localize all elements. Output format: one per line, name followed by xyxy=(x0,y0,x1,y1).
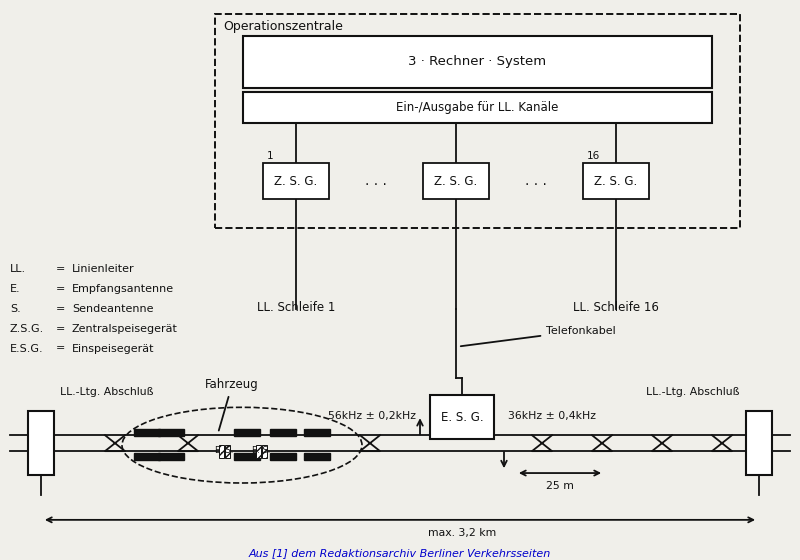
Text: E. S.: E. S. xyxy=(252,446,270,455)
Bar xyxy=(28,411,54,475)
Bar xyxy=(270,429,296,436)
Text: Aus [1] dem Redaktionsarchiv Berliner Verkehrsseiten: Aus [1] dem Redaktionsarchiv Berliner Ve… xyxy=(249,548,551,558)
Text: =: = xyxy=(56,304,66,314)
Bar xyxy=(134,453,160,460)
Text: E.S.G.: E.S.G. xyxy=(10,344,44,353)
Text: Operationszentrale: Operationszentrale xyxy=(223,20,343,33)
Text: Einspeisegerät: Einspeisegerät xyxy=(72,344,154,353)
Text: LL.: LL. xyxy=(10,264,26,274)
Text: LL. Schleife 1: LL. Schleife 1 xyxy=(257,301,335,314)
Text: LL. Schleife 16: LL. Schleife 16 xyxy=(573,301,659,314)
Text: 56kHz ± 0,2kHz: 56kHz ± 0,2kHz xyxy=(328,411,416,421)
Text: =: = xyxy=(56,284,66,294)
Text: Fahrzeug: Fahrzeug xyxy=(205,379,259,431)
Text: Linienleiter: Linienleiter xyxy=(72,264,134,274)
Bar xyxy=(304,453,330,460)
Bar xyxy=(430,395,494,439)
Text: LL.-Ltg. Abschluß: LL.-Ltg. Abschluß xyxy=(60,388,154,398)
Bar xyxy=(158,453,184,460)
Text: LL.-Ltg. Abschluß: LL.-Ltg. Abschluß xyxy=(646,388,740,398)
Text: Z. S. G.: Z. S. G. xyxy=(274,175,318,188)
Bar xyxy=(423,164,489,199)
Bar xyxy=(256,445,261,458)
Bar xyxy=(270,453,296,460)
Bar xyxy=(243,36,712,87)
Text: 3 · Rechner · System: 3 · Rechner · System xyxy=(409,55,546,68)
Text: E.: E. xyxy=(10,284,21,294)
Text: S.: S. xyxy=(10,304,21,314)
Bar xyxy=(225,445,230,458)
Text: E. S.: E. S. xyxy=(215,446,233,455)
Text: Z. S. G.: Z. S. G. xyxy=(434,175,478,188)
Text: 25 m: 25 m xyxy=(546,481,574,491)
Bar xyxy=(215,14,740,228)
Text: Empfangsantenne: Empfangsantenne xyxy=(72,284,174,294)
Bar xyxy=(158,429,184,436)
Text: =: = xyxy=(56,324,66,334)
Text: max. 3,2 km: max. 3,2 km xyxy=(428,528,496,538)
Bar xyxy=(234,429,260,436)
Text: Sendeantenne: Sendeantenne xyxy=(72,304,154,314)
Text: E. S. G.: E. S. G. xyxy=(441,411,483,424)
Bar xyxy=(262,445,267,458)
Text: Telefonkabel: Telefonkabel xyxy=(461,325,616,346)
Bar xyxy=(243,92,712,124)
Text: Zentralspeisegerät: Zentralspeisegerät xyxy=(72,324,178,334)
Text: Z. S. G.: Z. S. G. xyxy=(594,175,638,188)
Text: =: = xyxy=(56,344,66,353)
Text: Z.S.G.: Z.S.G. xyxy=(10,324,44,334)
Bar xyxy=(263,164,329,199)
Bar xyxy=(304,429,330,436)
Text: =: = xyxy=(56,264,66,274)
Text: . . .: . . . xyxy=(365,174,387,188)
Text: 1: 1 xyxy=(267,151,274,161)
Text: Ein-/Ausgabe für LL. Kanäle: Ein-/Ausgabe für LL. Kanäle xyxy=(396,101,558,114)
Bar xyxy=(583,164,649,199)
Text: 36kHz ± 0,4kHz: 36kHz ± 0,4kHz xyxy=(508,411,596,421)
Bar xyxy=(134,429,160,436)
Text: 16: 16 xyxy=(587,151,600,161)
Bar xyxy=(746,411,772,475)
Bar xyxy=(234,453,260,460)
Text: . . .: . . . xyxy=(525,174,547,188)
Bar xyxy=(219,445,224,458)
